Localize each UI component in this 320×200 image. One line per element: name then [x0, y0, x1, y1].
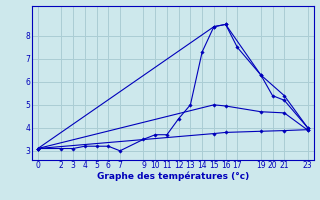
- X-axis label: Graphe des températures (°c): Graphe des températures (°c): [97, 172, 249, 181]
